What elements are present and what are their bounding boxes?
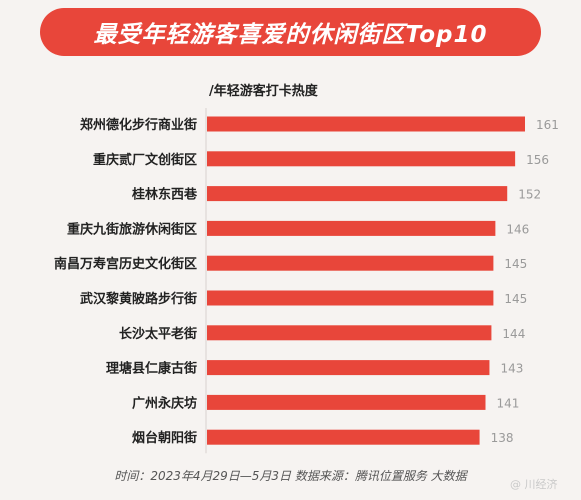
category-label: 重庆九街旅游休闲街区 bbox=[67, 221, 197, 237]
value-label: 144 bbox=[502, 327, 525, 341]
bar bbox=[207, 255, 494, 271]
bar bbox=[207, 151, 516, 167]
bar bbox=[207, 429, 480, 445]
value-label: 146 bbox=[506, 222, 529, 236]
category-label: 桂林东西巷 bbox=[131, 187, 198, 203]
title-banner: 最受年轻游客喜爱的休闲街区Top10 bbox=[40, 8, 541, 56]
value-label: 152 bbox=[518, 188, 541, 202]
value-label: 138 bbox=[491, 431, 514, 445]
value-label: 145 bbox=[504, 292, 527, 306]
bar bbox=[207, 220, 496, 236]
bar bbox=[207, 186, 508, 202]
value-label: 143 bbox=[500, 362, 523, 376]
value-label: 141 bbox=[496, 396, 519, 410]
bar bbox=[207, 290, 494, 306]
y-axis-label: /年轻游客打卡热度 bbox=[209, 84, 318, 99]
watermark: @ 川经济 bbox=[510, 478, 558, 491]
bar bbox=[207, 394, 486, 410]
bar bbox=[207, 116, 525, 132]
category-label: 长沙太平老街 bbox=[119, 326, 197, 342]
category-label: 郑州德化步行商业街 bbox=[80, 117, 197, 133]
bar bbox=[207, 360, 490, 376]
category-label: 南昌万寿宫历史文化街区 bbox=[54, 256, 197, 272]
value-label: 161 bbox=[536, 118, 559, 132]
value-label: 156 bbox=[526, 153, 549, 167]
chart-title: 最受年轻游客喜爱的休闲街区Top10 bbox=[93, 22, 488, 48]
category-label: 烟台朝阳街 bbox=[132, 430, 197, 446]
value-label: 145 bbox=[504, 257, 527, 271]
category-label: 理塘县仁康古街 bbox=[106, 361, 197, 377]
bar bbox=[207, 325, 492, 341]
category-label: 重庆贰厂文创街区 bbox=[93, 152, 197, 168]
category-label: 武汉黎黄陂路步行街 bbox=[80, 291, 197, 307]
footer-source: 时间：2023年4月29日—5月3日 数据来源：腾讯位置服务 大数据 bbox=[114, 469, 467, 483]
category-label: 广州永庆坊 bbox=[132, 395, 197, 411]
